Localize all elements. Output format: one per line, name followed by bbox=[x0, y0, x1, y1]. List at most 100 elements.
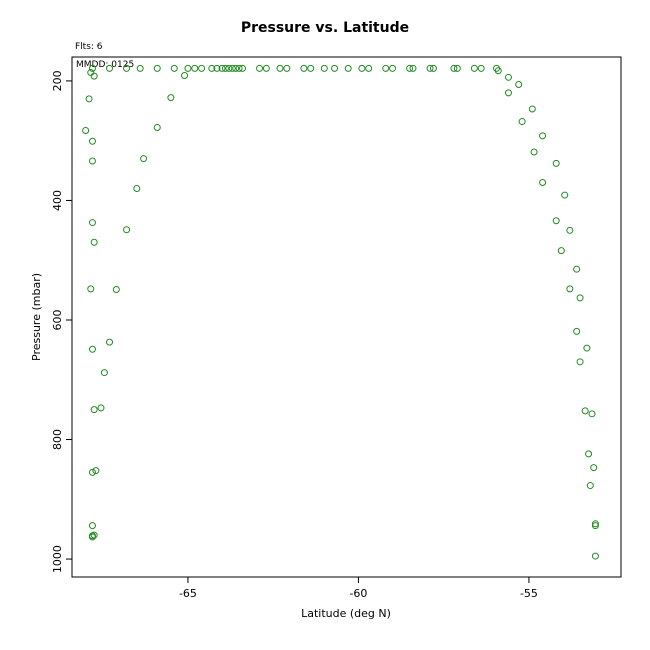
flights-note: Flts: 6 bbox=[75, 42, 103, 52]
mmdd-note: MMDD: 0125 bbox=[76, 60, 135, 70]
data-point bbox=[358, 64, 366, 72]
data-point bbox=[530, 148, 538, 156]
data-point bbox=[133, 184, 141, 192]
data-point bbox=[140, 155, 148, 163]
data-point bbox=[331, 64, 339, 72]
data-point bbox=[573, 327, 581, 335]
data-point bbox=[406, 64, 414, 72]
x-tick-label: -65 bbox=[179, 587, 197, 600]
data-point bbox=[365, 64, 373, 72]
data-point bbox=[494, 67, 502, 75]
data-point bbox=[561, 191, 569, 199]
data-point bbox=[552, 159, 560, 167]
data-point bbox=[573, 265, 581, 273]
data-point bbox=[426, 64, 434, 72]
data-point bbox=[225, 64, 233, 72]
data-point bbox=[504, 89, 512, 97]
data-point bbox=[590, 464, 598, 472]
data-point bbox=[477, 64, 485, 72]
data-point bbox=[218, 64, 226, 72]
data-point bbox=[88, 533, 96, 541]
data-point bbox=[106, 64, 114, 72]
data-point bbox=[136, 64, 144, 72]
data-point bbox=[184, 64, 192, 72]
x-axis: -65 -60 -55 bbox=[179, 577, 538, 600]
data-point bbox=[90, 531, 98, 539]
chart-title: Pressure vs. Latitude bbox=[240, 20, 410, 36]
data-point bbox=[515, 80, 523, 88]
data-point bbox=[235, 64, 243, 72]
data-point bbox=[198, 64, 206, 72]
data-points bbox=[82, 64, 599, 560]
data-point bbox=[90, 238, 98, 246]
data-point bbox=[85, 95, 93, 103]
data-point bbox=[453, 64, 461, 72]
data-point bbox=[221, 64, 229, 72]
data-point bbox=[88, 157, 96, 165]
data-point bbox=[583, 344, 591, 352]
data-point bbox=[106, 338, 114, 346]
data-point bbox=[256, 64, 264, 72]
data-point bbox=[307, 64, 315, 72]
data-point bbox=[585, 450, 593, 458]
data-point bbox=[232, 64, 240, 72]
data-point bbox=[429, 64, 437, 72]
data-point bbox=[276, 64, 284, 72]
data-point bbox=[504, 73, 512, 81]
x-axis-label: Latitude (deg N) bbox=[301, 607, 391, 620]
data-point bbox=[389, 64, 397, 72]
data-point bbox=[87, 285, 95, 293]
y-tick-label: 600 bbox=[51, 309, 64, 330]
plot-frame bbox=[71, 56, 622, 578]
data-point bbox=[153, 64, 161, 72]
y-axis: 200 400 600 800 1000 bbox=[51, 70, 72, 573]
data-point bbox=[170, 64, 178, 72]
data-point bbox=[382, 64, 390, 72]
data-point bbox=[88, 219, 96, 227]
data-point bbox=[450, 64, 458, 72]
data-point bbox=[539, 179, 547, 187]
data-point bbox=[167, 94, 175, 102]
data-point bbox=[112, 286, 120, 294]
y-tick-label: 400 bbox=[51, 190, 64, 211]
x-tick-label: -55 bbox=[520, 587, 538, 600]
data-point bbox=[283, 64, 291, 72]
data-point bbox=[320, 64, 328, 72]
y-tick-label: 1000 bbox=[51, 545, 64, 573]
data-point bbox=[238, 64, 246, 72]
data-point bbox=[539, 132, 547, 140]
data-point bbox=[123, 226, 131, 234]
data-point bbox=[588, 410, 596, 418]
data-point bbox=[100, 369, 108, 377]
data-point bbox=[581, 407, 589, 415]
y-tick-label: 200 bbox=[51, 70, 64, 91]
data-point bbox=[88, 468, 96, 476]
data-point bbox=[344, 64, 352, 72]
data-point bbox=[88, 64, 96, 72]
y-tick-label: 800 bbox=[51, 429, 64, 450]
data-point bbox=[90, 72, 98, 80]
data-point bbox=[409, 64, 417, 72]
data-point bbox=[228, 64, 236, 72]
data-point bbox=[300, 64, 308, 72]
data-point bbox=[576, 358, 584, 366]
x-tick-label: -60 bbox=[349, 587, 367, 600]
data-point bbox=[586, 482, 594, 490]
data-point bbox=[92, 467, 100, 475]
data-point bbox=[576, 294, 584, 302]
data-point bbox=[552, 217, 560, 225]
data-point bbox=[88, 522, 96, 530]
data-point bbox=[153, 124, 161, 132]
data-point bbox=[90, 406, 98, 414]
data-point bbox=[181, 72, 189, 80]
data-point bbox=[191, 64, 199, 72]
data-point bbox=[262, 64, 270, 72]
data-point bbox=[82, 127, 90, 135]
data-point bbox=[123, 64, 131, 72]
data-point bbox=[557, 247, 565, 255]
data-point bbox=[566, 226, 574, 234]
data-point bbox=[88, 345, 96, 353]
data-point bbox=[213, 64, 221, 72]
data-point bbox=[591, 552, 599, 560]
